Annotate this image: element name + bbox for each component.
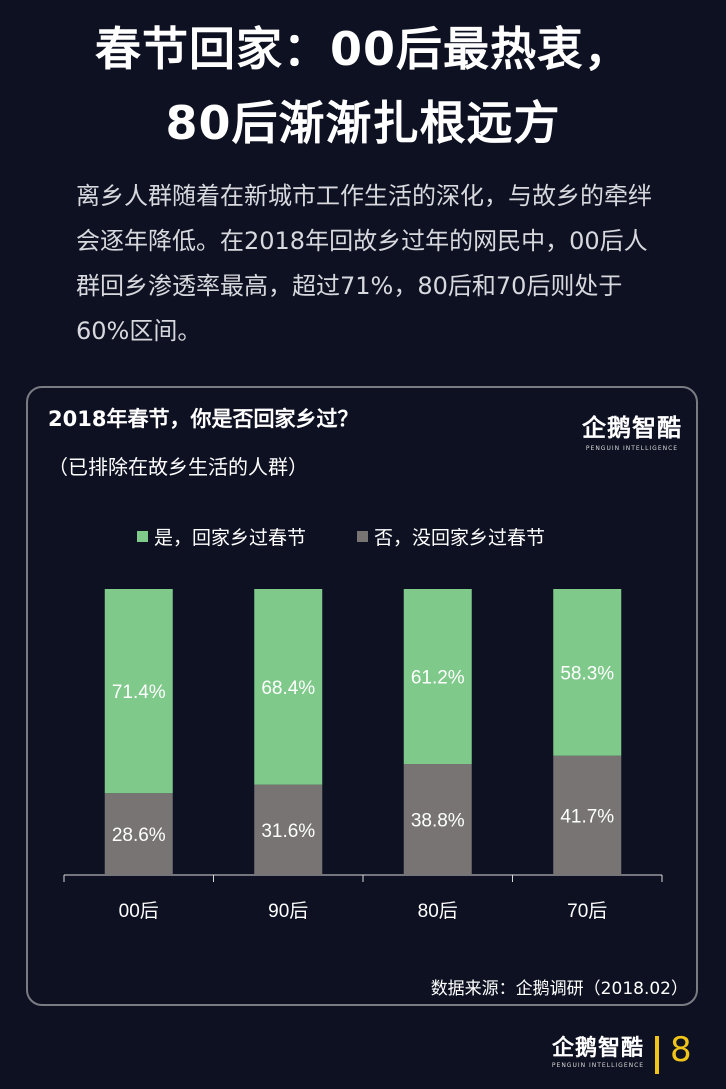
bar-segment-no xyxy=(553,755,622,875)
legend-swatch xyxy=(137,531,148,542)
bar-segment-no xyxy=(104,793,173,875)
data-label: 41.7% xyxy=(560,806,614,827)
footer-logo: 企鹅智酷 PENGUIN INTELLIGENCE xyxy=(548,1030,648,1069)
legend-swatch xyxy=(357,531,368,542)
x-tick-label: 70后 xyxy=(567,900,607,922)
x-tick-label: 90后 xyxy=(268,900,308,922)
footer-logo-tagline: PENGUIN INTELLIGENCE xyxy=(551,1062,645,1069)
legend-label: 否，没回家乡过春节 xyxy=(374,527,545,549)
brand-logo: 企鹅智酷 PENGUIN INTELLIGENCE xyxy=(580,408,684,452)
bar-segment-yes xyxy=(553,589,622,756)
data-label: 71.4% xyxy=(112,682,166,703)
x-tick-label: 80后 xyxy=(418,900,458,922)
page-number: 8 xyxy=(670,1030,692,1070)
data-label: 28.6% xyxy=(112,825,166,846)
data-label: 68.4% xyxy=(261,678,315,699)
chart-subtitle: （已排除在故乡生活的人群） xyxy=(48,455,308,479)
headline-line-2: 80后渐渐扎根远方 xyxy=(165,96,561,150)
chart-panel xyxy=(26,386,698,1006)
data-source: 数据来源：企鹅调研（2018.02） xyxy=(430,979,688,999)
intro-paragraph: 离乡人群随着在新城市工作生活的深化，与故乡的牵绊会逐年降低。在2018年回故乡过… xyxy=(76,182,652,345)
footer-logo-name: 企鹅智酷 xyxy=(551,1035,644,1061)
data-label: 31.6% xyxy=(261,821,315,842)
bar-segment-no xyxy=(403,764,472,875)
legend-label: 是，回家乡过春节 xyxy=(154,527,306,549)
bar-segment-yes xyxy=(254,589,323,785)
chart-title: 2018年春节，你是否回家乡过？ xyxy=(48,407,359,431)
brand-logo-tagline: PENGUIN INTELLIGENCE xyxy=(585,445,679,452)
bar-segment-yes xyxy=(104,589,173,794)
bar-segment-yes xyxy=(403,589,472,765)
footer-divider xyxy=(655,1036,659,1074)
data-label: 61.2% xyxy=(411,668,465,689)
bar-segment-no xyxy=(254,784,323,875)
x-tick-label: 00后 xyxy=(119,900,159,922)
data-label: 38.8% xyxy=(411,811,465,832)
brand-logo-name: 企鹅智酷 xyxy=(582,413,682,442)
data-label: 58.3% xyxy=(560,663,614,684)
headline-line-1: 春节回家：00后最热衷， xyxy=(94,22,631,76)
